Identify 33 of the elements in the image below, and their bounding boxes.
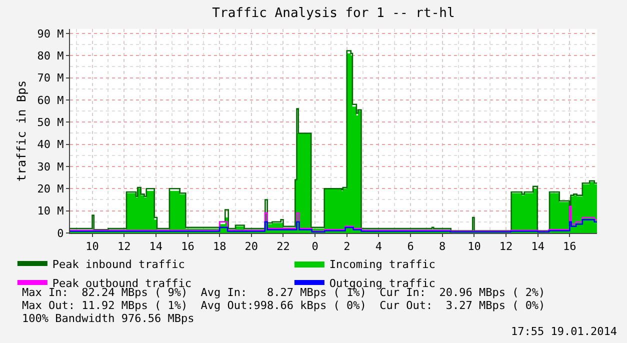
x-tick-label: 2 — [344, 240, 350, 254]
y-tick-label: 0 — [57, 226, 64, 240]
x-tick-label: 20 — [244, 240, 258, 254]
text: 100% Bandwidth 976.56 MBps — [22, 312, 194, 325]
x-tick-label: 4 — [375, 240, 382, 254]
x-tick-label: 14 — [531, 240, 545, 254]
legend-label: Incoming traffic — [329, 258, 436, 271]
x-tick-label: 22 — [276, 240, 290, 254]
x-tick-label: 14 — [149, 240, 163, 254]
x-tick-label: 6 — [407, 240, 414, 254]
x-tick-label: 18 — [212, 240, 226, 254]
text: Max Out: 11.92 MBps ( 1%) Avg Out:998.66 kBps ( 0%) Cur Out: 3.27 MBps ( 0%) — [22, 299, 546, 312]
x-tick-label: 10 — [86, 240, 99, 254]
y-tick-label: 60 M — [37, 94, 64, 107]
y-tick-label: 40 M — [37, 138, 64, 152]
x-tick-label: 10 — [468, 240, 481, 254]
y-tick-label: 70 M — [37, 72, 64, 85]
y-tick-label: 50 M — [37, 116, 64, 129]
y-tick-label: 80 M — [37, 49, 64, 62]
x-tick-label: 8 — [439, 240, 446, 254]
x-tick-label: 0 — [312, 240, 318, 254]
x-tick-label: 12 — [117, 240, 131, 254]
y-tick-label: 30 M — [37, 160, 64, 174]
legend-label: Peak inbound traffic — [52, 258, 185, 271]
chart-title: Traffic Analysis for 1 -- rt-hl — [212, 6, 455, 22]
x-tick-label: 16 — [563, 240, 576, 254]
y-tick-label: 90 M — [37, 27, 64, 40]
text: 17:55 19.01.2014 — [511, 325, 618, 338]
y-tick-label: 10 M — [37, 204, 64, 218]
y-axis-title: traffic in Bps — [14, 80, 29, 182]
x-tick-label: 16 — [181, 240, 194, 254]
y-tick-label: 20 M — [37, 182, 64, 196]
x-tick-label: 12 — [499, 240, 513, 254]
